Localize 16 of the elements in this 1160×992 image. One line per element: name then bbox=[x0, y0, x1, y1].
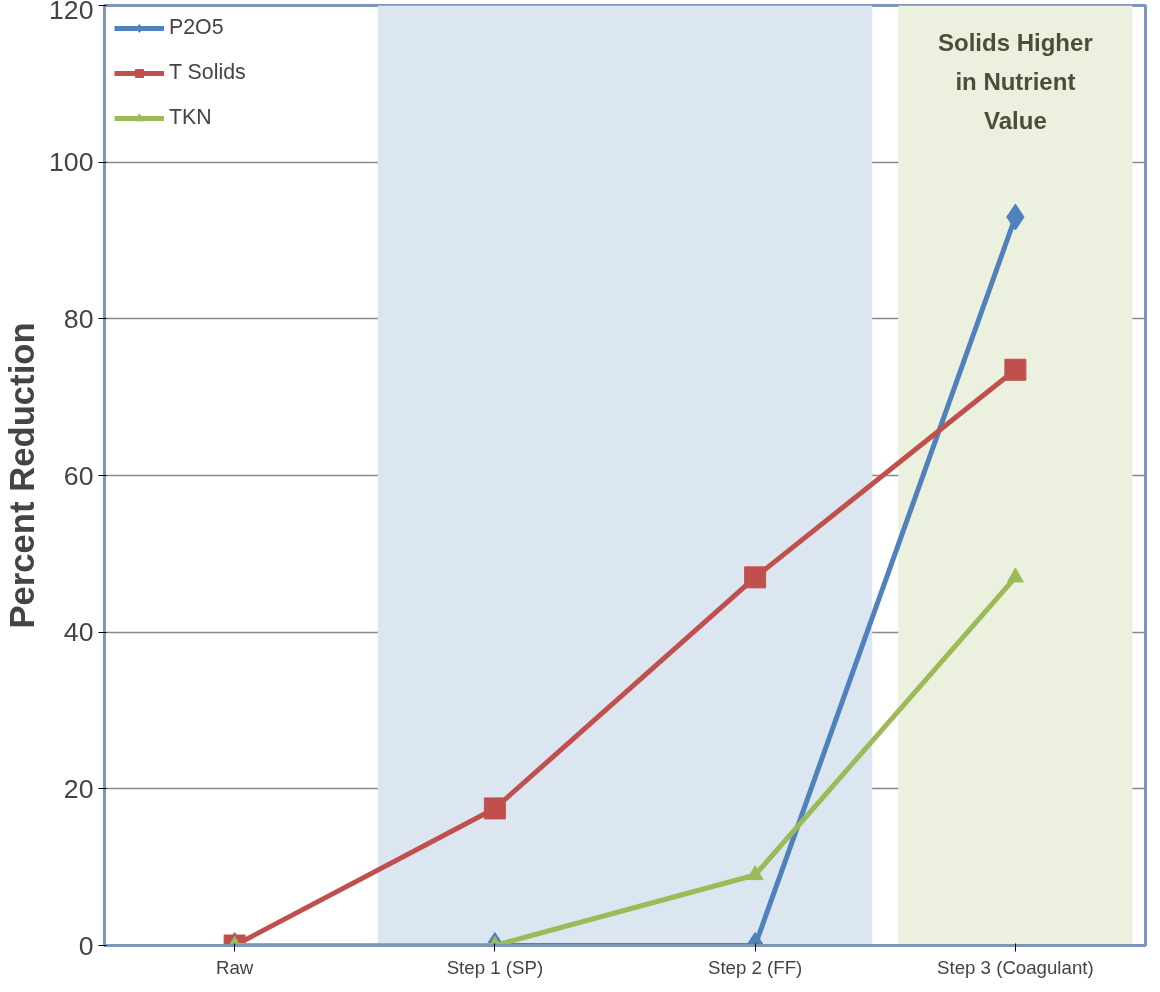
y-tick-label: 120 bbox=[49, 0, 94, 25]
y-tick-label: 60 bbox=[63, 460, 94, 491]
x-tick-label: Raw bbox=[215, 956, 254, 978]
legend-label: P2O5 bbox=[169, 15, 224, 40]
y-tick-label: 100 bbox=[49, 147, 94, 178]
x-tick-label: Step 1 (SP) bbox=[446, 956, 544, 978]
y-tick-label: 20 bbox=[63, 773, 94, 804]
y-axis-title: Percent Reduction bbox=[3, 322, 42, 629]
x-tick-label: Step 3 (Coagulant) bbox=[937, 956, 1094, 978]
y-tick-label: 40 bbox=[63, 617, 94, 648]
band-label: Solids Higher in Nutrient Value bbox=[938, 29, 1093, 135]
y-tick-label: 80 bbox=[63, 303, 94, 334]
y-tick-label: 0 bbox=[78, 930, 94, 961]
legend-label: T Solids bbox=[169, 60, 246, 85]
x-tick-label: Step 2 (FF) bbox=[707, 956, 803, 978]
legend-label: TKN bbox=[169, 105, 212, 130]
